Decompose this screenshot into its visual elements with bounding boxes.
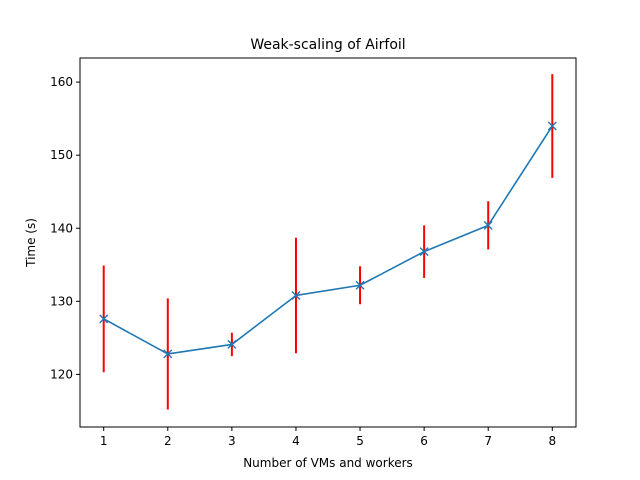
y-tick-label: 160	[50, 75, 73, 89]
x-tick-label: 7	[484, 434, 492, 448]
y-tick-label: 150	[50, 148, 73, 162]
y-tick-label: 130	[50, 294, 73, 308]
data-point-marker	[483, 220, 493, 230]
chart-title: Weak-scaling of Airfoil	[250, 37, 405, 53]
y-axis: 120 130 140 150 160	[50, 75, 80, 381]
x-tick-label: 5	[356, 434, 364, 448]
x-tick-label: 1	[100, 434, 108, 448]
y-axis-label: Time (s)	[24, 218, 38, 268]
x-axis-label: Number of VMs and workers	[243, 456, 413, 470]
x-tick-label: 6	[420, 434, 428, 448]
x-tick-label: 3	[228, 434, 236, 448]
data-point-marker	[163, 349, 173, 359]
x-tick-label: 4	[292, 434, 300, 448]
x-tick-label: 2	[164, 434, 172, 448]
x-axis: 1 2 3 4 5 6 7 8	[100, 427, 556, 448]
series-layer	[99, 121, 557, 359]
plot-area	[80, 58, 576, 427]
y-tick-label: 120	[50, 367, 73, 381]
series-line	[103, 125, 553, 355]
data-point-marker	[291, 290, 301, 300]
data-point-marker	[419, 247, 429, 257]
data-point-marker	[227, 339, 237, 349]
data-point-marker	[99, 314, 109, 324]
plot-frame	[79, 57, 577, 428]
data-point-marker	[355, 280, 365, 290]
y-tick-label: 140	[50, 221, 73, 235]
data-point-marker	[547, 121, 557, 131]
x-tick-label: 8	[548, 434, 556, 448]
